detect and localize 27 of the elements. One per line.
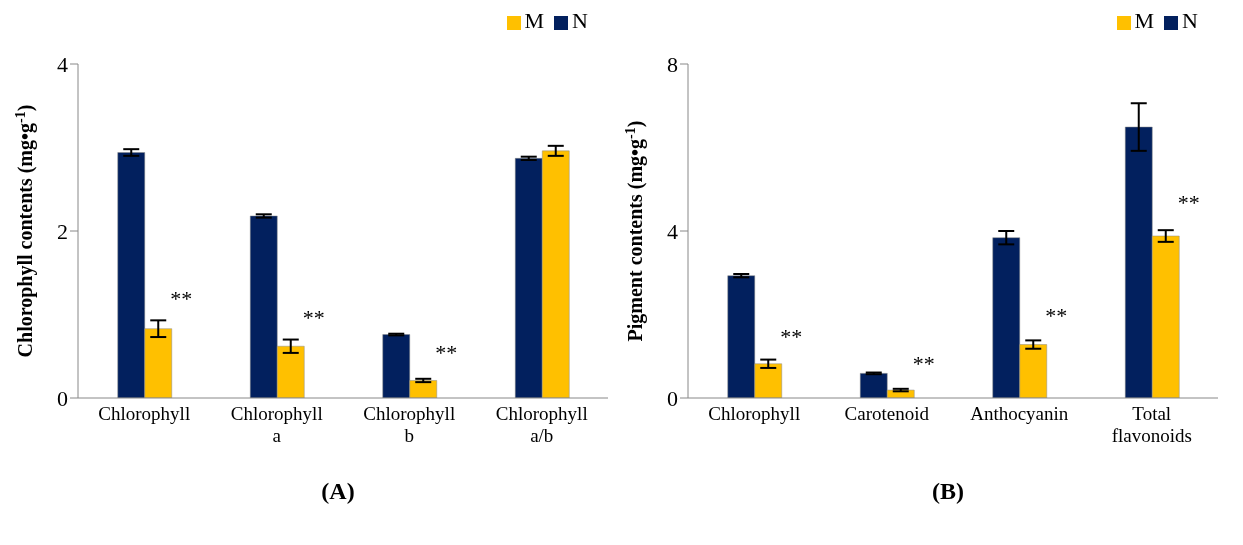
x-tick-label: Carotenoid: [844, 403, 930, 424]
x-tick-label: Chlorophyll a: [230, 403, 323, 446]
y-tick-label: 4: [667, 218, 678, 244]
text: (B): [931, 478, 965, 505]
annotation: **: [1177, 190, 1200, 216]
x-tick-label: Anthocyanin: [970, 403, 1069, 424]
annotation: **: [912, 350, 935, 376]
y-tick-label: 0: [667, 385, 678, 411]
legend-label: N: [1182, 8, 1198, 33]
annotation: **: [302, 304, 325, 330]
x-tick-label: Chlorophyll b: [363, 403, 456, 446]
y-tick-label: 8: [667, 51, 678, 77]
annotation: **: [1045, 302, 1068, 328]
annotation: **: [435, 340, 458, 366]
y-tick-label: 4: [57, 51, 68, 77]
y-tick-label: 0: [57, 385, 68, 411]
x-tick-label: Chlorophyll a/b: [495, 403, 588, 446]
y-tick-label: 2: [57, 218, 68, 244]
legend-label: M: [1134, 8, 1155, 33]
annotation: **: [780, 323, 803, 349]
annotation: **: [170, 286, 193, 312]
x-tick-label: Total flavonoids: [1111, 403, 1192, 446]
x-tick-label: Chlorophyll: [98, 403, 191, 424]
x-tick-label: Chlorophyll: [708, 403, 801, 424]
legend-label: N: [572, 8, 588, 33]
legend-label: M: [524, 8, 545, 33]
text: (A): [320, 478, 356, 505]
